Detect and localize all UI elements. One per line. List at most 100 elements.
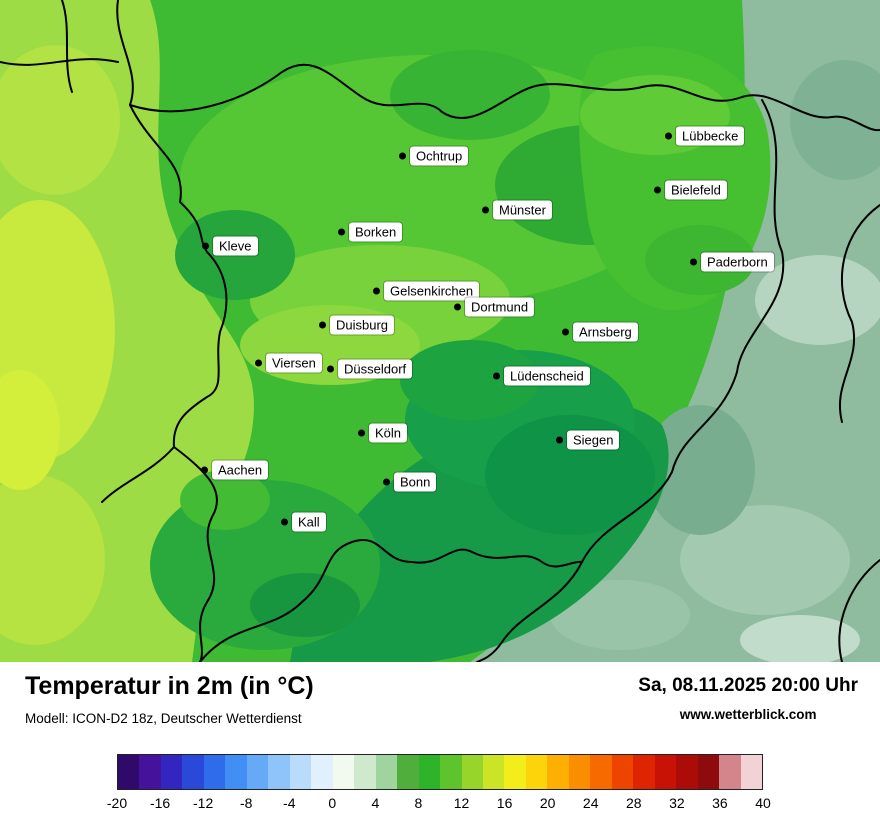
city-dot xyxy=(327,365,334,373)
city-label: Viersen xyxy=(266,353,322,373)
city-dot xyxy=(281,518,288,526)
city-marker: Aachen xyxy=(201,460,269,480)
region-muted-light-patch xyxy=(740,615,860,662)
city-marker: Siegen xyxy=(556,430,620,450)
city-label: Paderborn xyxy=(701,252,774,272)
city-label: Duisburg xyxy=(330,315,395,335)
city-dot xyxy=(373,287,380,295)
city-marker: Borken xyxy=(338,222,403,242)
valid-datetime: Sa, 08.11.2025 20:00 Uhr xyxy=(638,675,858,696)
colorbar-segment xyxy=(590,755,612,789)
city-marker-layer: Lübbecke Ochtrup Bielefeld Münster Borken Kle… xyxy=(201,126,774,532)
city-dot xyxy=(358,429,365,437)
region-yellowgreen-patch xyxy=(0,45,120,195)
city-marker: Gelsenkirchen xyxy=(373,281,480,301)
colorbar-segment xyxy=(397,755,419,789)
colorbar-segment xyxy=(332,755,355,789)
colorbar-segment xyxy=(311,755,333,789)
colorbar-segment xyxy=(268,755,290,789)
city-label: Lüdenscheid xyxy=(504,366,590,386)
city-dot xyxy=(454,303,461,311)
footer: Temperatur in 2m (in °C) Modell: ICON-D2… xyxy=(0,662,880,830)
colorbar xyxy=(117,754,763,790)
city-dot xyxy=(201,466,208,474)
map-title: Temperatur in 2m (in °C) xyxy=(25,672,314,700)
colorbar-segment xyxy=(676,755,698,789)
city-dot xyxy=(493,372,500,380)
colorbar-segment xyxy=(611,755,634,789)
region-eifel-light xyxy=(180,470,270,530)
colorbar-tick-label: -12 xyxy=(193,795,214,811)
city-label: Gelsenkirchen xyxy=(384,281,480,301)
colorbar-tick-label: 12 xyxy=(453,795,470,811)
colorbar-segment xyxy=(118,755,140,789)
city-dot xyxy=(690,258,697,266)
colorbar-segment xyxy=(568,755,591,789)
colorbar-segment xyxy=(504,755,526,789)
city-label: Kall xyxy=(292,512,326,532)
region-dark-patch xyxy=(400,340,540,420)
city-marker: Viersen xyxy=(255,353,322,373)
colorbar-tick-label: -16 xyxy=(149,795,171,811)
colorbar-tick-label: 16 xyxy=(496,795,513,811)
colorbar-segment xyxy=(418,755,441,789)
city-marker: Dortmund xyxy=(454,297,535,317)
colorbar-tick-label: 32 xyxy=(669,795,685,811)
city-marker: Arnsberg xyxy=(562,322,638,342)
city-marker: Kleve xyxy=(202,236,258,256)
region-muted-light-patch xyxy=(680,505,850,615)
colorbar-tick-label: -20 xyxy=(106,795,128,811)
city-label: Bonn xyxy=(394,472,437,492)
colorbar-segment xyxy=(160,755,183,789)
region-dark-patch xyxy=(390,50,550,140)
region-muted-light-patch xyxy=(755,255,880,345)
colorbar-segment xyxy=(525,755,548,789)
colorbar-tick-label: -4 xyxy=(283,795,296,811)
city-dot xyxy=(383,478,390,486)
city-dot xyxy=(654,186,661,194)
model-info: Modell: ICON-D2 18z, Deutscher Wetterdie… xyxy=(25,711,302,726)
region-muted-patch xyxy=(645,405,755,535)
colorbar-tick-label: 20 xyxy=(539,795,556,811)
colorbar-segment xyxy=(354,755,376,789)
colorbar-tick-label: -8 xyxy=(239,795,253,811)
colorbar-segment xyxy=(225,755,247,789)
colorbar-tick-label: 36 xyxy=(712,795,728,811)
region-muensterland xyxy=(180,55,680,305)
city-label: Borken xyxy=(349,222,403,242)
city-label: Köln xyxy=(369,423,408,443)
datetime-block: Sa, 08.11.2025 20:00 Uhr www.wetterblick… xyxy=(638,675,858,722)
city-label: Arnsberg xyxy=(573,322,638,342)
temperature-scale: -20 -16 -12 -8 -4 0 4 8 12 16 20 24 28 32 36 40 xyxy=(107,754,771,818)
city-marker: Köln xyxy=(358,423,408,443)
colorbar-segment xyxy=(375,755,398,789)
city-label: Münster xyxy=(493,200,552,220)
colorbar-segment xyxy=(203,755,226,789)
city-dot xyxy=(399,152,406,160)
colorbar-segment xyxy=(719,755,741,789)
city-marker: Münster xyxy=(482,200,552,220)
colorbar-segment xyxy=(440,755,462,789)
city-dot xyxy=(556,436,563,444)
region-east-muted xyxy=(470,0,880,662)
colorbar-segment xyxy=(547,755,569,789)
colorbar-segment xyxy=(482,755,505,789)
colorbar-tick-label: 8 xyxy=(414,795,423,811)
city-marker: Bonn xyxy=(383,472,437,492)
city-dot xyxy=(482,206,489,214)
region-muted-patch xyxy=(550,580,690,650)
colorbar-segment xyxy=(246,755,269,789)
city-marker: Lübbecke xyxy=(665,126,745,146)
city-marker: Bielefeld xyxy=(654,180,727,200)
city-label: Aachen xyxy=(212,460,269,480)
city-marker: Paderborn xyxy=(690,252,774,272)
colorbar-segment xyxy=(139,755,161,789)
colorbar-segment xyxy=(740,755,762,789)
city-marker: Duisburg xyxy=(319,315,395,335)
region-eifel-dark xyxy=(250,573,360,637)
colorbar-tick-label: 28 xyxy=(626,795,642,811)
colorbar-segment xyxy=(289,755,312,789)
colorbar-segment xyxy=(697,755,720,789)
city-dot xyxy=(562,328,569,336)
colorbar-tick-label: 0 xyxy=(328,795,337,811)
